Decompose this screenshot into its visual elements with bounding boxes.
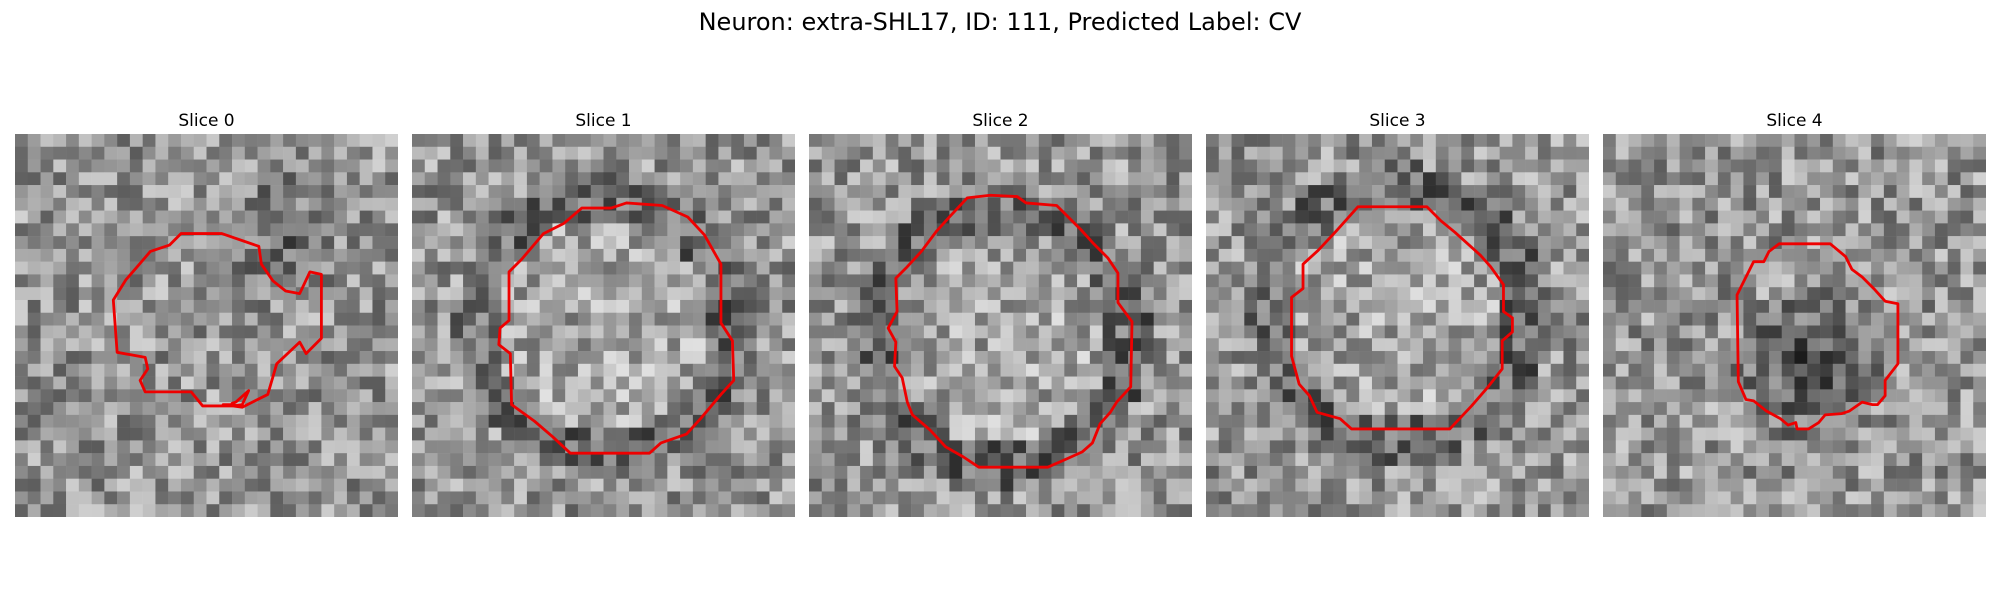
slice-image [1603,134,1986,517]
roi-contour [111,232,323,409]
slice-panel-1: Slice 1 [412,108,795,517]
slice-title: Slice 3 [1369,111,1426,131]
slice-panel-0: Slice 0 [15,108,398,517]
slice-title: Slice 4 [1766,111,1823,131]
slice-panel-4: Slice 4 [1603,108,1986,517]
slice-image [1206,134,1589,517]
roi-contour [1735,242,1900,431]
slice-image [412,134,795,517]
roi-contour [1290,205,1514,431]
slice-image [15,134,398,517]
slice-image [809,134,1192,517]
grayscale-pixels [809,134,1192,517]
slice-title: Slice 1 [575,111,632,131]
grayscale-pixels [1206,134,1589,517]
roi-contour [886,193,1134,469]
slice-panel-2: Slice 2 [809,108,1192,517]
figure-title: Neuron: extra-SHL17, ID: 111, Predicted … [698,8,1302,36]
slice-title: Slice 2 [972,111,1029,131]
slice-panel-3: Slice 3 [1206,108,1589,517]
roi-contour [497,201,736,455]
grayscale-pixels [15,134,398,517]
slice-title: Slice 0 [178,111,235,131]
grayscale-pixels [412,134,795,517]
grayscale-pixels [1603,134,1986,517]
